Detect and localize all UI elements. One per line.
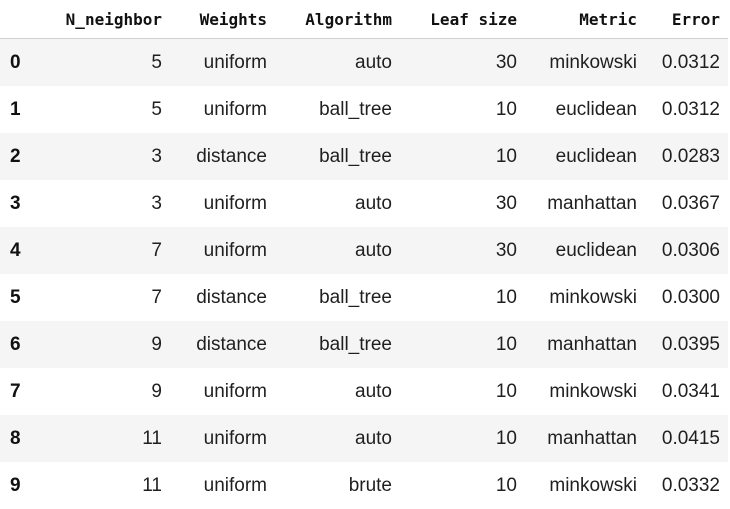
cell-n-neighbor: 7: [40, 274, 170, 321]
table-row: 4 7 uniform auto 30 euclidean 0.0306: [0, 227, 728, 274]
cell-leaf-size: 10: [400, 415, 525, 462]
cell-weights: uniform: [170, 86, 275, 133]
cell-weights: uniform: [170, 227, 275, 274]
cell-weights: distance: [170, 133, 275, 180]
cell-error: 0.0312: [645, 86, 728, 133]
row-index: 2: [0, 133, 40, 180]
cell-n-neighbor: 11: [40, 415, 170, 462]
cell-error: 0.0395: [645, 321, 728, 368]
row-index: 8: [0, 415, 40, 462]
table-row: 1 5 uniform ball_tree 10 euclidean 0.031…: [0, 86, 728, 133]
cell-leaf-size: 10: [400, 321, 525, 368]
cell-n-neighbor: 5: [40, 39, 170, 87]
cell-metric: manhattan: [525, 180, 645, 227]
cell-leaf-size: 10: [400, 462, 525, 509]
header-n-neighbor: N_neighbor: [40, 0, 170, 39]
table-body: 0 5 uniform auto 30 minkowski 0.0312 1 5…: [0, 39, 728, 509]
row-index: 4: [0, 227, 40, 274]
cell-algorithm: auto: [275, 415, 400, 462]
row-index: 7: [0, 368, 40, 415]
table-row: 6 9 distance ball_tree 10 manhattan 0.03…: [0, 321, 728, 368]
cell-error: 0.0341: [645, 368, 728, 415]
cell-n-neighbor: 9: [40, 368, 170, 415]
cell-algorithm: auto: [275, 39, 400, 87]
cell-metric: minkowski: [525, 368, 645, 415]
cell-weights: uniform: [170, 39, 275, 87]
table-row: 9 11 uniform brute 10 minkowski 0.0332: [0, 462, 728, 509]
cell-n-neighbor: 3: [40, 180, 170, 227]
header-weights: Weights: [170, 0, 275, 39]
header-leaf-size: Leaf size: [400, 0, 525, 39]
cell-leaf-size: 10: [400, 274, 525, 321]
cell-metric: euclidean: [525, 227, 645, 274]
cell-metric: euclidean: [525, 133, 645, 180]
cell-metric: minkowski: [525, 39, 645, 87]
cell-metric: minkowski: [525, 274, 645, 321]
cell-weights: distance: [170, 321, 275, 368]
header-error: Error: [645, 0, 728, 39]
row-index: 9: [0, 462, 40, 509]
cell-leaf-size: 30: [400, 39, 525, 87]
table-row: 8 11 uniform auto 10 manhattan 0.0415: [0, 415, 728, 462]
row-index: 3: [0, 180, 40, 227]
table-row: 2 3 distance ball_tree 10 euclidean 0.02…: [0, 133, 728, 180]
table-row: 7 9 uniform auto 10 minkowski 0.0341: [0, 368, 728, 415]
header-metric: Metric: [525, 0, 645, 39]
cell-weights: uniform: [170, 462, 275, 509]
cell-weights: distance: [170, 274, 275, 321]
cell-algorithm: auto: [275, 180, 400, 227]
table-header: N_neighbor Weights Algorithm Leaf size M…: [0, 0, 728, 39]
cell-algorithm: auto: [275, 368, 400, 415]
cell-algorithm: brute: [275, 462, 400, 509]
table-row: 0 5 uniform auto 30 minkowski 0.0312: [0, 39, 728, 87]
table-row: 3 3 uniform auto 30 manhattan 0.0367: [0, 180, 728, 227]
row-index: 0: [0, 39, 40, 87]
cell-leaf-size: 30: [400, 227, 525, 274]
cell-metric: manhattan: [525, 415, 645, 462]
cell-leaf-size: 10: [400, 86, 525, 133]
cell-leaf-size: 10: [400, 368, 525, 415]
table-row: 5 7 distance ball_tree 10 minkowski 0.03…: [0, 274, 728, 321]
cell-metric: euclidean: [525, 86, 645, 133]
cell-error: 0.0415: [645, 415, 728, 462]
cell-weights: uniform: [170, 415, 275, 462]
cell-leaf-size: 30: [400, 180, 525, 227]
header-row: N_neighbor Weights Algorithm Leaf size M…: [0, 0, 728, 39]
cell-error: 0.0367: [645, 180, 728, 227]
cell-error: 0.0283: [645, 133, 728, 180]
cell-error: 0.0332: [645, 462, 728, 509]
cell-metric: manhattan: [525, 321, 645, 368]
cell-error: 0.0300: [645, 274, 728, 321]
cell-n-neighbor: 7: [40, 227, 170, 274]
row-index: 5: [0, 274, 40, 321]
cell-error: 0.0312: [645, 39, 728, 87]
header-index: [0, 0, 40, 39]
row-index: 6: [0, 321, 40, 368]
cell-n-neighbor: 11: [40, 462, 170, 509]
cell-algorithm: ball_tree: [275, 274, 400, 321]
cell-n-neighbor: 3: [40, 133, 170, 180]
cell-n-neighbor: 5: [40, 86, 170, 133]
cell-algorithm: ball_tree: [275, 321, 400, 368]
cell-n-neighbor: 9: [40, 321, 170, 368]
header-algorithm: Algorithm: [275, 0, 400, 39]
cell-algorithm: ball_tree: [275, 86, 400, 133]
cell-weights: uniform: [170, 368, 275, 415]
cell-algorithm: ball_tree: [275, 133, 400, 180]
row-index: 1: [0, 86, 40, 133]
cell-metric: minkowski: [525, 462, 645, 509]
cell-leaf-size: 10: [400, 133, 525, 180]
cell-error: 0.0306: [645, 227, 728, 274]
cell-weights: uniform: [170, 180, 275, 227]
cell-algorithm: auto: [275, 227, 400, 274]
